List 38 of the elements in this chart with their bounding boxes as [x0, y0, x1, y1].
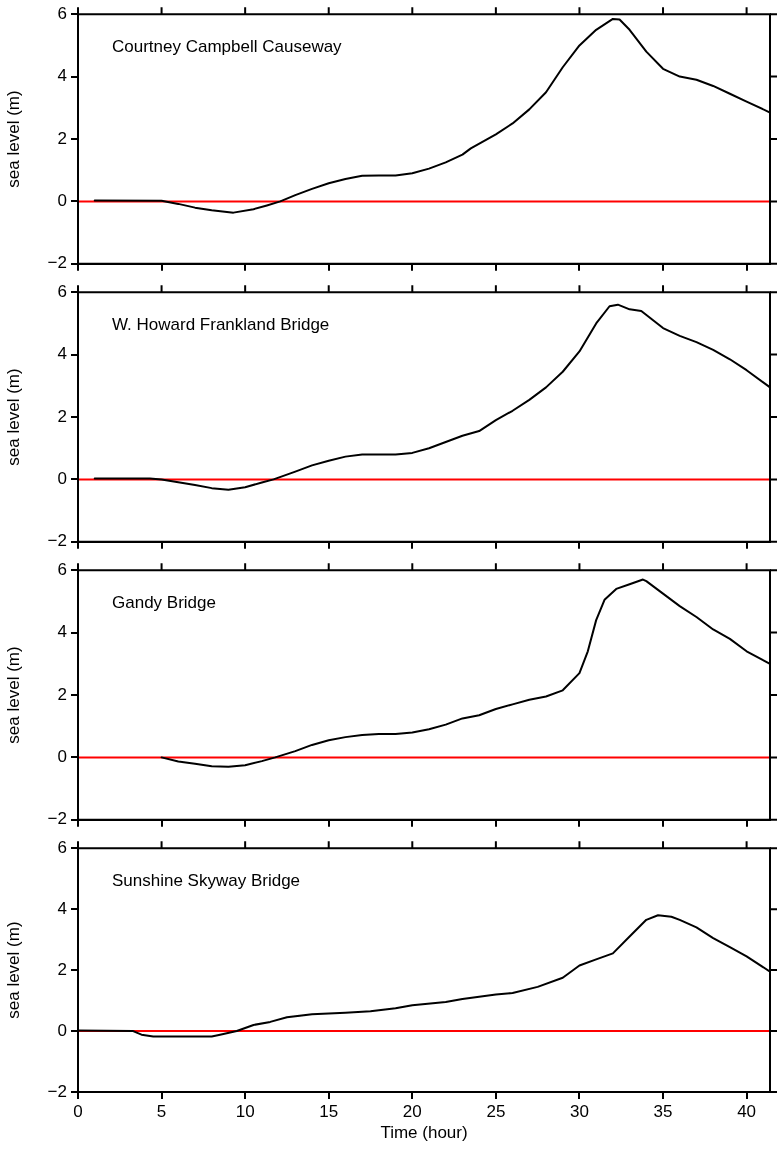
x-tick-label: 20	[402, 1101, 422, 1121]
y-axis-title: sea level (m)	[3, 921, 23, 1019]
y-axis-title: sea level (m)	[3, 368, 23, 466]
y-tick-label: 6	[57, 3, 67, 23]
y-axis-title: sea level (m)	[3, 646, 23, 744]
y-tick-label: 4	[57, 344, 67, 364]
y-axis-title: sea level (m)	[3, 90, 23, 188]
y-tick-label: 4	[57, 66, 67, 86]
x-tick-label: 25	[486, 1101, 506, 1121]
annotation: Gandy Bridge	[112, 592, 216, 612]
y-tick-label: 2	[57, 959, 67, 979]
y-tick-label: −2	[47, 809, 67, 829]
y-tick-label: 4	[57, 622, 67, 642]
x-tick-label: 0	[73, 1101, 83, 1121]
y-tick-label: 0	[57, 191, 67, 211]
y-tick-label: −2	[47, 531, 67, 551]
annotation: W. Howard Frankland Bridge	[112, 314, 330, 334]
y-tick-label: 6	[57, 559, 67, 579]
y-tick-label: −2	[47, 253, 67, 273]
x-tick-label: 10	[235, 1101, 255, 1121]
x-tick-label: 5	[156, 1101, 167, 1121]
y-tick-label: 2	[57, 684, 67, 704]
y-tick-label: 4	[57, 898, 67, 918]
y-tick-label: 6	[57, 837, 67, 857]
y-tick-label: 2	[57, 406, 67, 426]
x-tick-label: 30	[569, 1101, 589, 1121]
y-tick-label: 0	[57, 1020, 67, 1040]
x-tick-label: 40	[737, 1101, 757, 1121]
y-tick-label: 0	[57, 469, 67, 489]
y-tick-label: 6	[57, 281, 67, 301]
y-tick-label: −2	[47, 1081, 67, 1101]
x-tick-label: 35	[653, 1101, 673, 1121]
y-tick-label: 0	[57, 747, 67, 767]
x-axis-title: Time (hour)	[380, 1123, 468, 1143]
y-tick-label: 2	[57, 128, 67, 148]
x-tick-label: 15	[319, 1101, 339, 1121]
annotation: Courtney Campbell Causeway	[112, 36, 343, 56]
annotation: Sunshine Skyway Bridge	[112, 870, 301, 890]
